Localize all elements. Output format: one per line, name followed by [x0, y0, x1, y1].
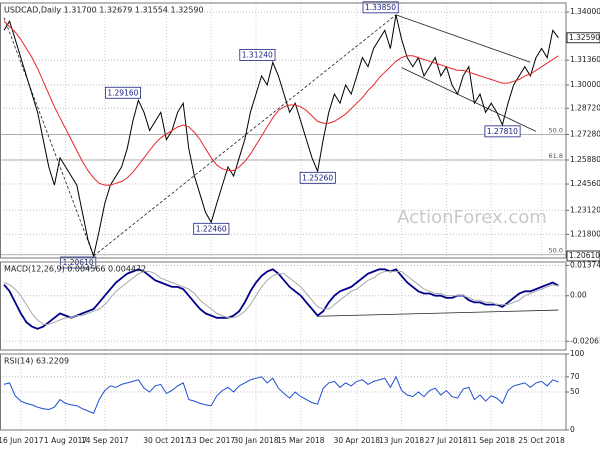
panel-frame: [0, 261, 567, 351]
y-tick-label: 0.013747: [570, 260, 600, 269]
annotation-box: [239, 48, 276, 61]
x-tick-label: 13 Jun 2018: [379, 436, 424, 445]
y-tick-label: 1.27280: [570, 130, 600, 139]
x-tick-label: 27 Jul 2018: [425, 436, 468, 445]
annotation-label: 1.31240: [242, 50, 273, 59]
panel-title: MACD(12,26,9) 0.004566 0.004472: [4, 265, 146, 274]
annotation-box: [193, 222, 230, 235]
y-tick-label: 1.23120: [570, 205, 600, 214]
x-tick-label: 30 Oct 2017: [143, 436, 190, 445]
annotation-label: 1.25260: [302, 173, 333, 182]
y-tick-label: 1.30000: [570, 80, 600, 89]
level-label: 61.8: [549, 152, 563, 160]
x-tick-label: 25 Oct 2018: [518, 436, 565, 445]
x-tick-label: 16 Jun 2017: [0, 436, 44, 445]
annotation-label: 1.22460: [196, 224, 227, 233]
x-tick-label: 1 Aug 2017: [44, 436, 87, 445]
y-tick-label: 1.24560: [570, 179, 600, 188]
x-tick-label: 15 Mar 2018: [277, 436, 325, 445]
y-tick-label: 0: [570, 425, 575, 434]
x-tick-label: 13 Dec 2017: [187, 436, 235, 445]
y-tick-label: 1.28720: [570, 103, 600, 112]
panel-title: USDCAD,Daily 1.31700 1.32679 1.31554 1.3…: [4, 6, 204, 15]
series-line: [3, 375, 559, 414]
panel-title: RSI(14) 63.2209: [4, 357, 69, 366]
x-tick-label: 14 Sep 2017: [81, 436, 129, 445]
panel-frame: [0, 353, 567, 431]
trendline: [3, 17, 94, 257]
annotation-label: 1.29160: [107, 88, 138, 97]
trendline: [93, 14, 397, 257]
x-tick-label: 11 Sep 2018: [467, 436, 515, 445]
level-label: 50.0: [549, 127, 563, 135]
level-label: 50.0: [549, 247, 563, 255]
y-tick-label: -0.020652: [570, 336, 600, 345]
annotation-box: [362, 1, 399, 14]
y-tick-label: 0.00: [570, 291, 587, 300]
annotation-label: 1.27810: [487, 127, 518, 136]
series-line: [3, 271, 559, 325]
annotation-box: [484, 125, 521, 138]
price-tag: [566, 250, 600, 262]
x-tick-label: 30 Jan 2018: [234, 436, 279, 445]
price-tag-label: 1.32590: [569, 33, 600, 42]
panel-frame: [0, 2, 567, 259]
price-tag: [566, 32, 600, 44]
y-tick-label: 1.31360: [570, 55, 600, 64]
y-tick-label: 70: [570, 372, 580, 381]
trendline: [395, 14, 531, 63]
y-tick-label: 100: [570, 349, 585, 358]
annotation-box: [104, 86, 142, 99]
series-line: [3, 20, 559, 186]
trendline: [401, 67, 537, 132]
trendline: [317, 309, 559, 317]
price-tag-label: 1.20610: [569, 251, 600, 260]
annotation-box: [299, 171, 336, 184]
y-tick-label: 1.25880: [570, 155, 600, 164]
x-tick-label: 30 Apr 2018: [334, 436, 381, 445]
y-tick-label: 50: [570, 387, 580, 396]
watermark: ActionForex.com: [397, 207, 547, 228]
series-line: [3, 268, 559, 330]
y-tick-label: 1.21800: [570, 229, 600, 238]
annotation-label: 1.33850: [365, 3, 396, 12]
y-tick-label: 1.34000: [570, 7, 600, 16]
